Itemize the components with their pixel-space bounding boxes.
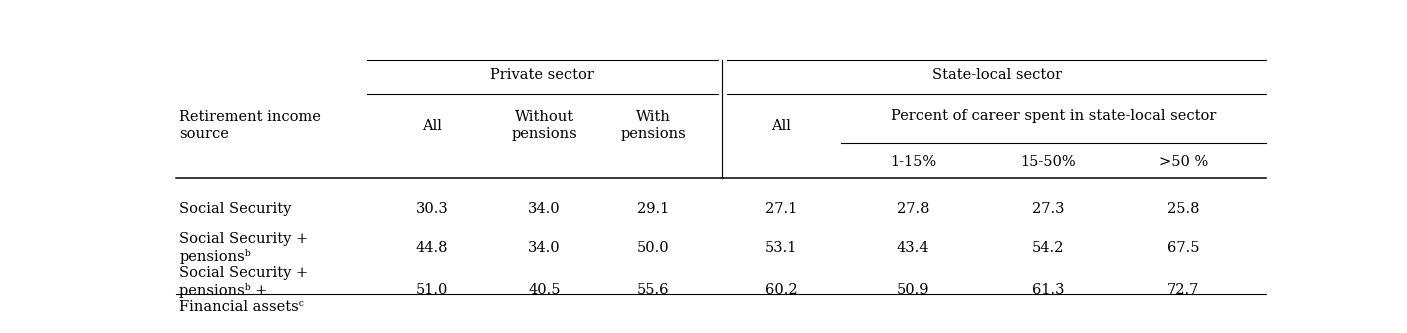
Text: Social Security: Social Security — [179, 202, 291, 216]
Text: All: All — [422, 119, 442, 133]
Text: With
pensions: With pensions — [620, 111, 687, 141]
Text: 53.1: 53.1 — [765, 241, 798, 255]
Text: 34.0: 34.0 — [528, 241, 561, 255]
Text: State-local sector: State-local sector — [931, 68, 1062, 82]
Text: Retirement income
source: Retirement income source — [179, 111, 321, 141]
Text: 1-15%: 1-15% — [891, 155, 936, 169]
Text: 27.3: 27.3 — [1031, 202, 1065, 216]
Text: 50.9: 50.9 — [896, 283, 929, 297]
Text: 50.0: 50.0 — [637, 241, 670, 255]
Text: Private sector: Private sector — [490, 68, 594, 82]
Text: All: All — [771, 119, 791, 133]
Text: 51.0: 51.0 — [416, 283, 449, 297]
Text: 61.3: 61.3 — [1031, 283, 1065, 297]
Text: Without
pensions: Without pensions — [512, 111, 577, 141]
Text: 27.8: 27.8 — [896, 202, 929, 216]
Text: 40.5: 40.5 — [528, 283, 560, 297]
Text: 54.2: 54.2 — [1031, 241, 1065, 255]
Text: Social Security +
pensionsᵇ +
Financial assetsᶜ: Social Security + pensionsᵇ + Financial … — [179, 266, 308, 314]
Text: Percent of career spent in state-local sector: Percent of career spent in state-local s… — [891, 109, 1217, 123]
Text: 43.4: 43.4 — [896, 241, 929, 255]
Text: 44.8: 44.8 — [416, 241, 449, 255]
Text: 30.3: 30.3 — [415, 202, 449, 216]
Text: 67.5: 67.5 — [1168, 241, 1200, 255]
Text: 60.2: 60.2 — [765, 283, 798, 297]
Text: 34.0: 34.0 — [528, 202, 561, 216]
Text: 25.8: 25.8 — [1168, 202, 1200, 216]
Text: 27.1: 27.1 — [765, 202, 798, 216]
Text: 29.1: 29.1 — [637, 202, 670, 216]
Text: Social Security +
pensionsᵇ: Social Security + pensionsᵇ — [179, 232, 308, 264]
Text: 72.7: 72.7 — [1168, 283, 1200, 297]
Text: >50 %: >50 % — [1159, 155, 1209, 169]
Text: 15-50%: 15-50% — [1020, 155, 1076, 169]
Text: 55.6: 55.6 — [637, 283, 670, 297]
